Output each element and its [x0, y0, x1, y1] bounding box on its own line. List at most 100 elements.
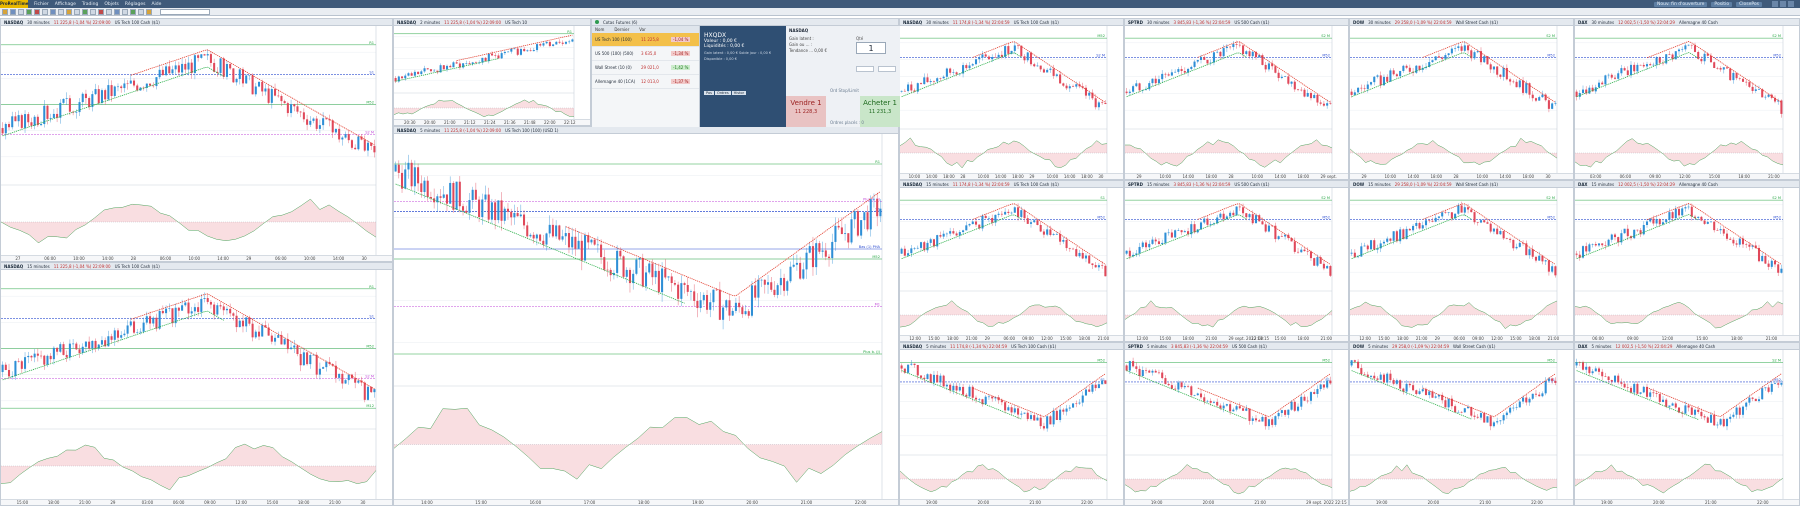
chart-panel[interactable]: DAX 5 minutes 12 002,5 (-1,50 %) 22:04:29 A… [1574, 342, 1800, 506]
chart-canvas[interactable]: R1S1M52M1Plus b. (J)Plus h. (J)Bas (1) P… [394, 134, 899, 501]
news-icon[interactable] [146, 8, 152, 15]
candle [465, 210, 468, 213]
chart-symbol[interactable]: NASDAQ [4, 19, 24, 25]
market-row[interactable]: Wall Street (10 (0) 29 021,0 -1,42 % [592, 61, 699, 75]
text-tool-icon[interactable] [58, 8, 64, 15]
zoom-icon[interactable] [10, 8, 16, 15]
candle [1026, 412, 1029, 420]
trend-tool-icon[interactable] [34, 8, 40, 15]
layout-icon[interactable] [114, 8, 120, 15]
chart-panel[interactable]: NASDAQ 5 minutes 11 225,8 (-1,04 %) 22:09:… [393, 126, 899, 506]
fibo-tool-icon[interactable] [42, 8, 48, 15]
chart-symbol[interactable]: NASDAQ [397, 19, 417, 25]
maximize-icon[interactable] [1780, 1, 1786, 7]
candle [548, 41, 551, 46]
channel-tool-icon[interactable] [82, 8, 88, 15]
market-row[interactable]: US Tech 100 (100) 11 225,8 -1,04 % [592, 33, 699, 47]
chart-canvas[interactable]: R1 [394, 26, 591, 121]
chart-symbol[interactable]: SPTRD [1128, 343, 1143, 349]
menu-item-settings[interactable]: Réglages [124, 1, 146, 7]
buy-button[interactable]: Acheter 1 11 231,3 [860, 96, 900, 127]
chart-panel[interactable]: SPTRD 15 minutes 3 845,83 (-1,36 %) 22:04:… [1124, 180, 1349, 342]
chart-panel[interactable]: NASDAQ 30 minutes 11 225,8 (-1,04 %) 22:09… [0, 18, 393, 262]
screener-icon[interactable] [130, 8, 136, 15]
chart-quote: 11 225,8 (-1,04 %) 22:09:00 [53, 19, 111, 25]
settings-icon[interactable] [106, 8, 112, 15]
chart-symbol[interactable]: NASDAQ [4, 263, 24, 269]
alert-icon[interactable] [66, 8, 72, 15]
minimize-icon[interactable] [1772, 1, 1778, 7]
chart-symbol[interactable]: NASDAQ [903, 343, 923, 349]
chart-symbol[interactable]: SPTRD [1128, 19, 1143, 25]
line-tool-icon[interactable] [26, 8, 32, 15]
chart-symbol[interactable]: DAX [1578, 19, 1588, 25]
chart-symbol[interactable]: NASDAQ [903, 19, 923, 25]
magnet-icon[interactable] [74, 8, 80, 15]
menu-item-objects[interactable]: Objets [104, 1, 119, 7]
cursor-icon[interactable] [2, 8, 8, 15]
quantity-field[interactable]: 1 [856, 42, 886, 54]
indicator-icon[interactable] [122, 8, 128, 15]
crosshair-icon[interactable] [18, 8, 24, 15]
menu-item-view[interactable]: Affichage [54, 1, 76, 7]
rectangle-tool-icon[interactable] [50, 8, 56, 15]
delete-icon[interactable] [98, 8, 104, 15]
chart-symbol[interactable]: DOW [1353, 181, 1365, 187]
market-row[interactable]: US 500 (100) (500) 3 635,0 -1,34 % [592, 47, 699, 61]
chart-symbol[interactable]: DAX [1578, 343, 1588, 349]
chart-panel[interactable]: NASDAQ 5 minutes 11 174,8 (-1,34 %) 22:04:… [899, 342, 1124, 506]
chart-symbol[interactable]: DOW [1353, 19, 1365, 25]
pen-tool-icon[interactable] [90, 8, 96, 15]
sell-button[interactable]: Vendre 1 11 228,3 [786, 96, 826, 127]
tab-orders[interactable]: Ordres [714, 91, 731, 95]
menu-item-file[interactable]: Fichier [34, 1, 49, 7]
chart-panel[interactable]: SPTRD 30 minutes 3 845,83 (-1,36 %) 22:04:… [1124, 18, 1349, 180]
search-input[interactable] [160, 8, 210, 15]
chart-panel[interactable]: DAX 30 minutes 12 002,5 (-1,50 %) 22:04:29… [1574, 18, 1800, 180]
chart-symbol[interactable]: DOW [1353, 343, 1365, 349]
chart-panel[interactable]: NASDAQ 2 minutes 11 225,8 (-1,04 %) 22:09:… [393, 18, 591, 126]
chart-panel[interactable]: NASDAQ 15 minutes 11 225,8 (-1,04 %) 22:09… [0, 262, 393, 506]
chart-panel[interactable]: DOW 15 minutes 29 258,0 (-1,09 %) 22:04:59… [1349, 180, 1574, 342]
limit-input[interactable] [878, 66, 896, 72]
close-icon[interactable] [1788, 1, 1794, 7]
time-axis: 20:30 20:40 21:00 21:12 21:24 21:36 21:48 22:00… [394, 119, 590, 125]
chart-panel[interactable]: DOW 30 minutes 29 258,0 (-1,09 %) 22:04:59… [1349, 18, 1574, 180]
title-item-positions[interactable]: Positio [1711, 1, 1733, 7]
chart-panel[interactable]: NASDAQ 30 minutes 11 174,8 (-1,34 %) 22:04… [899, 18, 1124, 180]
chart-panel[interactable]: NASDAQ 15 minutes 11 174,8 (-1,34 %) 22:04… [899, 180, 1124, 342]
tab-history[interactable]: Histor [731, 91, 747, 95]
menu-item-help[interactable]: Aide [151, 1, 162, 7]
chart-panel[interactable]: DAX 15 minutes 12 002,5 (-1,50 %) 22:04:29… [1574, 180, 1800, 342]
tab-positions[interactable]: Pos [704, 91, 714, 95]
candle [702, 294, 705, 301]
title-item-new[interactable]: Nouv. fin d'ouverture [1654, 1, 1708, 7]
chart-symbol[interactable]: DAX [1578, 181, 1588, 187]
chart-panel[interactable]: SPTRD 5 minutes 3 845,83 (-1,36 %) 22:04:5… [1124, 342, 1349, 506]
chart-panel[interactable]: DOW 5 minutes 29 258,0 (-1,09 %) 22:04:59 W… [1349, 342, 1574, 506]
time-label: 14:00 [994, 174, 1007, 179]
market-row[interactable]: Allemagne 40 (1CA) 12 013,0 -1,37 % [592, 75, 699, 89]
title-item-close[interactable]: ClosePos [1736, 1, 1762, 7]
menu-item-trading[interactable]: Trading [81, 1, 99, 7]
chart-instrument: US 500 Cash ($1) [1231, 343, 1267, 349]
backtest-icon[interactable] [138, 8, 144, 15]
chart-symbol[interactable]: SPTRD [1128, 181, 1143, 187]
chart-symbol[interactable]: NASDAQ [397, 127, 417, 133]
chart-symbol[interactable]: NASDAQ [903, 181, 923, 187]
stop-input[interactable] [856, 66, 874, 72]
